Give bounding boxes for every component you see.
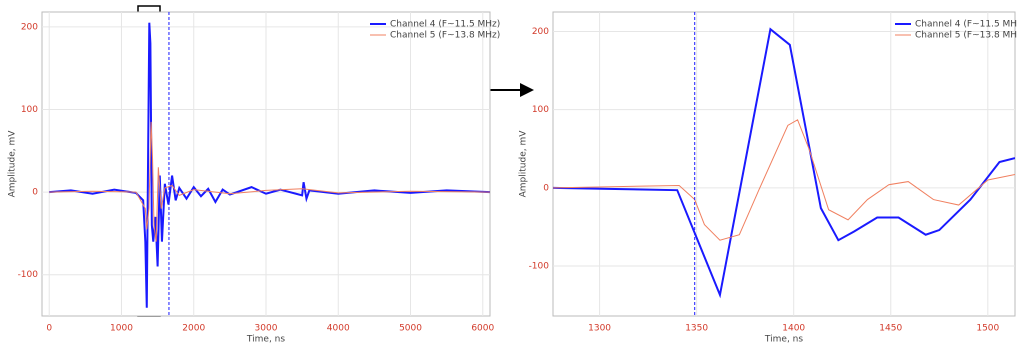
x-axis-label: Time, ns <box>764 335 803 345</box>
x-tick-label: 3000 <box>255 324 278 334</box>
x-tick-label: 1000 <box>110 324 133 334</box>
x-tick-label: 1350 <box>685 324 708 334</box>
zoom-arrowhead <box>520 83 534 97</box>
x-tick-label: 1300 <box>588 324 611 334</box>
series-line <box>49 121 490 242</box>
y-tick-label: 0 <box>543 183 549 193</box>
x-tick-label: 0 <box>46 324 52 334</box>
legend-label: Channel 5 (F~13.8 MHz) <box>915 31 1017 41</box>
y-axis-label: Amplitude, mV <box>8 130 18 198</box>
y-tick-label: 0 <box>32 188 38 198</box>
legend-label: Channel 4 (F~11.5 MHz) <box>390 20 500 30</box>
x-tick-label: 6000 <box>471 324 494 334</box>
x-tick-label: 5000 <box>399 324 422 334</box>
y-tick-label: 100 <box>21 105 38 115</box>
x-tick-label: 1450 <box>879 324 902 334</box>
y-tick-label: 100 <box>532 105 549 115</box>
y-tick-label: 200 <box>532 27 549 37</box>
legend-label: Channel 4 (F~11.5 MHz) <box>915 20 1017 30</box>
y-tick-label: 200 <box>21 22 38 32</box>
series-line <box>553 27 1015 299</box>
y-axis-label: Amplitude, mV <box>519 130 529 198</box>
x-tick-label: 4000 <box>327 324 350 334</box>
y-tick-label: -100 <box>18 270 39 280</box>
x-tick-label: 1500 <box>976 324 999 334</box>
y-tick-label: -100 <box>529 261 550 271</box>
legend-label: Channel 5 (F~13.8 MHz) <box>390 31 500 41</box>
x-tick-label: 2000 <box>182 324 205 334</box>
x-tick-label: 1400 <box>782 324 805 334</box>
series-line <box>49 22 490 308</box>
plot-area <box>552 11 1016 317</box>
x-axis-label: Time, ns <box>246 335 285 345</box>
series-line <box>553 119 1015 241</box>
